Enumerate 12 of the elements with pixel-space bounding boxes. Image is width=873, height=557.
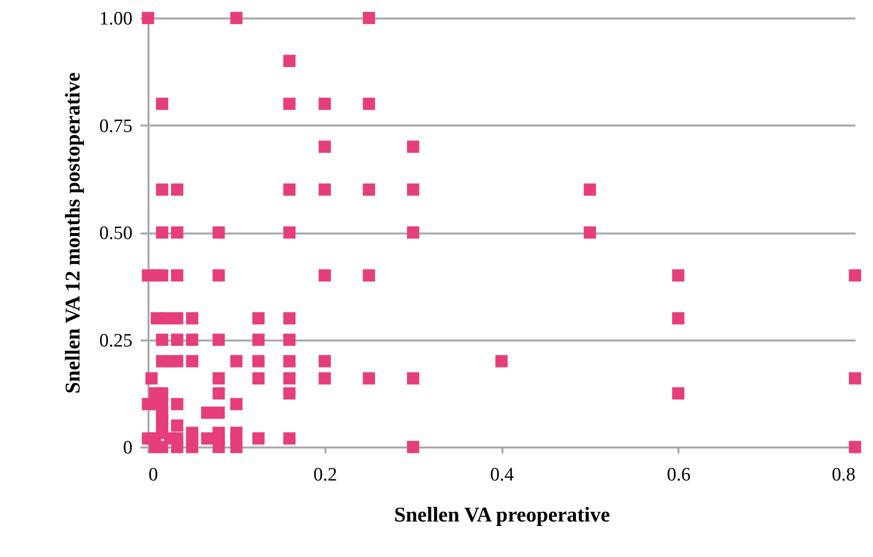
y-axis-title: Snellen VA 12 months postoperative [60,72,84,394]
x-tick-label: 0 [148,464,158,486]
x-tick-label: 0.6 [666,464,691,486]
x-axis-title: Snellen VA preoperative [394,502,610,526]
x-tick-label: 0.8 [832,464,856,486]
x-tick-label: 0.4 [490,464,514,486]
y-tick-label: 0.25 [99,330,132,352]
y-tick-label: 0.50 [99,223,132,244]
y-tick-label: 1.00 [99,8,132,30]
y-tick-label: 0 [123,438,132,458]
y-tick-label: 0.75 [99,116,132,137]
x-tick-label: 0.2 [313,464,338,486]
